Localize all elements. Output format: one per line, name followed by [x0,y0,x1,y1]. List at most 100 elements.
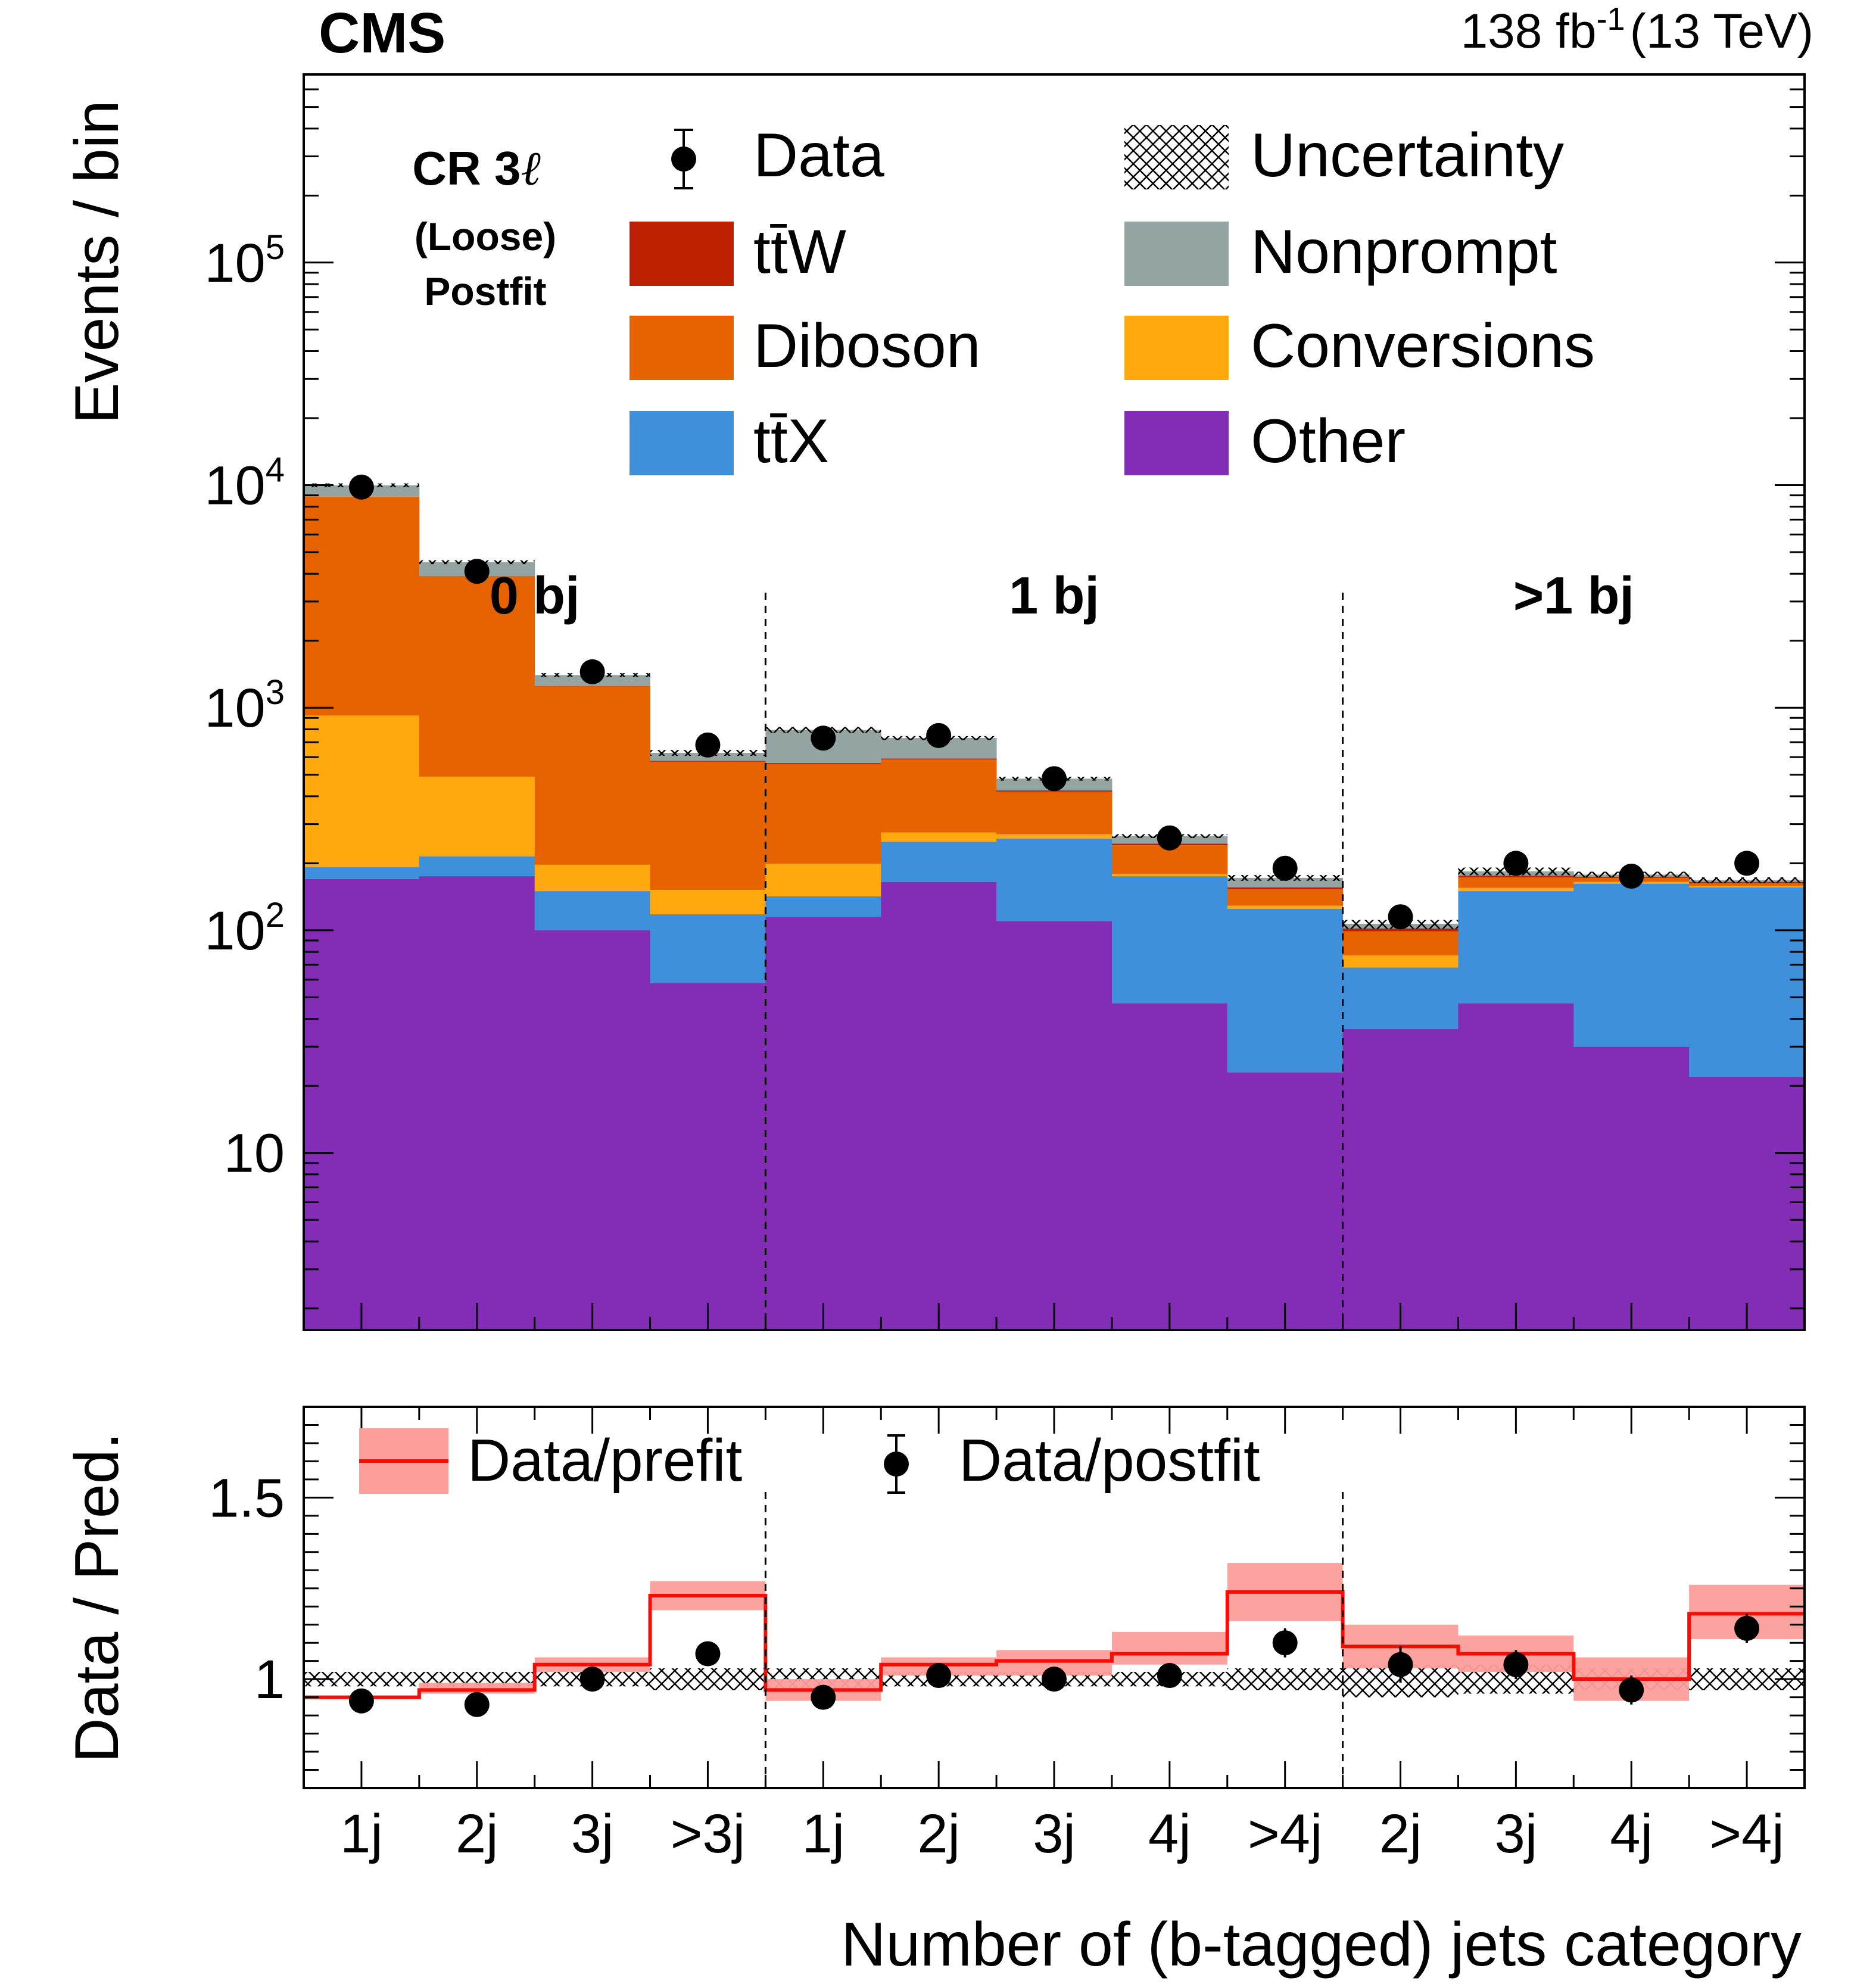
bar-diboson-6 [996,791,1112,834]
x-tick-label-7: 4j [1148,1804,1191,1864]
postfit-point-4 [811,1684,836,1710]
y-tick-label-base-2: 10 [204,678,265,739]
data-point-3 [695,732,721,758]
x-tick-label-6: 3j [1033,1804,1076,1864]
x-tick-label-4: 1j [802,1804,845,1864]
bar-other-11 [1573,1046,1690,1330]
legend-data: Data [671,121,884,190]
bar-other-2 [534,930,651,1330]
y-tick-label-3: 104 [204,451,285,516]
region-sub2: Postfit [424,269,546,313]
y-axis-label: Events / bin [63,100,132,423]
bar-ttw-4 [765,762,881,764]
region-label: CR 3ℓ [412,141,541,196]
region-sub1: (Loose) [415,214,556,258]
postfit-point-9 [1388,1652,1413,1677]
y-tick-label-base-4: 10 [204,233,265,294]
legend-diboson-swatch [630,316,734,380]
bar-other-10 [1458,1003,1574,1330]
data-points [348,474,1760,930]
postfit-point-7 [1157,1663,1182,1689]
bar-ttx-3 [650,914,766,983]
bar-ttw-10 [1458,876,1574,877]
bar-conversions-0 [304,715,420,868]
bar-other-12 [1689,1076,1805,1330]
bar-conversions-8 [1227,905,1344,909]
data-point-2 [579,659,605,684]
legend-other: Other [1124,407,1406,476]
group-dividers [764,593,1344,1330]
data-point-4 [811,725,836,751]
uncertainty-12 [1689,877,1805,883]
legend-nonprompt-swatch [1124,222,1229,286]
postfit-point-0 [348,1688,374,1714]
group-label-1: 1 bj [1009,566,1099,625]
legend-diboson-label: Diboson [753,312,981,381]
postfit-point-2 [579,1667,605,1692]
data-point-1 [464,559,490,584]
legend-data-marker [671,147,696,172]
bar-conversions-5 [881,832,997,842]
y-tick-label-base-1: 10 [204,901,265,961]
postfit-point-6 [1042,1667,1067,1692]
lumi-label: 138 fb-1(13 TeV) [1461,1,1813,58]
energy-value: (13 TeV) [1630,4,1813,58]
x-tick-label-1: 2j [456,1804,498,1864]
bar-diboson-9 [1342,931,1459,956]
bar-conversions-4 [765,864,881,896]
data-point-0 [348,474,374,500]
bar-ttx-9 [1342,967,1459,1029]
legend-conversions-label: Conversions [1251,312,1595,381]
prefit-line [304,1590,1805,1699]
group-labels: 0 bj 1 bj >1 bj [490,566,1634,625]
x-tick-label-11: 4j [1610,1804,1653,1864]
bar-ttw-5 [881,758,997,760]
legend-conversions: Conversions [1124,312,1595,381]
postfit-point-10 [1503,1652,1529,1677]
y-tick-label-base-0: 10 [224,1123,285,1184]
legend-nonprompt: Nonprompt [1124,217,1557,286]
x-tick-label-5: 2j [917,1804,960,1864]
bar-ttx-11 [1573,883,1690,1047]
ratio-unc-8 [1227,1668,1343,1690]
ratio-legend-postfit-marker [884,1452,909,1477]
bar-diboson-12 [1689,883,1805,886]
ratio-postfit-points [348,1614,1760,1717]
x-tick-label-10: 3j [1495,1804,1538,1864]
bar-conversions-12 [1689,886,1805,887]
bar-conversions-7 [1111,874,1228,877]
y-tick-label-0: 10 [224,1123,285,1184]
bar-conversions-6 [996,834,1112,839]
bar-conversions-3 [650,889,766,915]
bar-ttx-5 [881,842,997,882]
data-point-11 [1619,864,1644,889]
legend-ttw: tt̄W [630,217,846,286]
y-tick-label-2: 103 [204,673,285,739]
bar-other-1 [419,876,535,1330]
x-tick-label-0: 1j [340,1804,383,1864]
ratio-axis-ticks [304,1406,1805,1789]
bar-ttw-8 [1227,887,1344,889]
legend-uncertainty-swatch [1124,125,1229,189]
postfit-point-11 [1619,1677,1644,1703]
bar-other-3 [650,983,766,1330]
bar-conversions-2 [534,864,651,892]
y-tick-label-exp-3: 4 [266,451,285,490]
legend-ttx-swatch [630,411,734,475]
bar-ttw-2 [534,686,651,687]
lumi-exponent: -1 [1597,1,1625,37]
legend-conversions-swatch [1124,316,1229,380]
y-tick-label-exp-4: 5 [266,228,285,267]
ratio-unc-3 [650,1668,766,1690]
bar-other-9 [1342,1029,1459,1330]
data-point-9 [1388,904,1413,930]
y-tick-label-exp-1: 2 [266,896,285,935]
bar-other-4 [765,917,881,1330]
y-tick-label-1: 102 [204,896,285,961]
bar-other-8 [1227,1072,1344,1330]
ratio-y-tick-label-1: 1.5 [208,1468,285,1528]
ratio-group-dividers [764,1492,1344,1788]
bar-diboson-1 [419,576,535,777]
legend-ttw-label: tt̄W [753,217,846,286]
